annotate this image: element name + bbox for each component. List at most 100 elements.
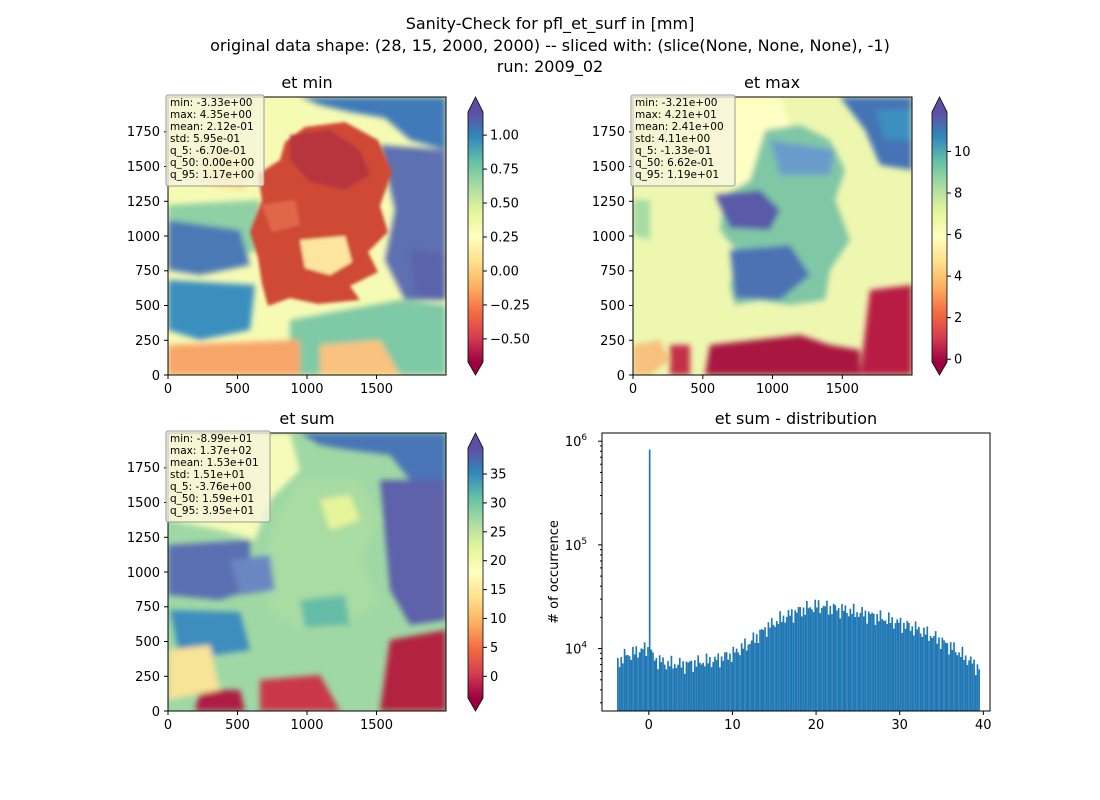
- colorbar-extend-min: [932, 362, 947, 375]
- histogram-bar: [775, 621, 778, 711]
- colorbar-tick-label: 0: [490, 670, 498, 685]
- stat-min: min: -8.99e+01: [170, 433, 252, 445]
- histogram-bar: [680, 667, 683, 711]
- histogram-bar: [730, 661, 733, 711]
- histogram-bar: [642, 649, 644, 711]
- y-tick-label: 105: [565, 537, 587, 554]
- histogram-bar: [864, 610, 867, 711]
- histogram-bar: [717, 653, 720, 711]
- histogram-bar: [923, 627, 925, 711]
- y-tick-label: 104: [565, 641, 588, 658]
- histogram-bar: [831, 614, 833, 711]
- histogram-bar: [633, 654, 636, 711]
- histogram-bar: [618, 667, 621, 711]
- histogram-bar: [627, 654, 629, 711]
- histogram-bar: [757, 643, 760, 711]
- y-tick-label: 0: [617, 369, 625, 384]
- y-tick-label: 750: [135, 264, 160, 279]
- x-tick-label: 1000: [756, 382, 789, 397]
- stat-q50: q_50: 0.00e+00: [170, 157, 254, 169]
- y-tick-label: 1250: [127, 195, 160, 210]
- histogram-bar: [769, 627, 771, 711]
- histogram-bar: [849, 608, 852, 711]
- histogram-bar: [688, 661, 691, 711]
- histogram-bar: [755, 634, 758, 711]
- histogram-bar: [759, 629, 761, 711]
- x-tick-label: 1000: [290, 382, 323, 397]
- histogram-bar: [931, 637, 934, 711]
- y-tick-label: 1000: [127, 230, 160, 245]
- y-tick-label: 1250: [592, 195, 625, 210]
- histogram-bar: [801, 616, 803, 711]
- histogram-bar: [877, 621, 880, 711]
- histogram-bar: [735, 648, 738, 711]
- histogram-bar: [704, 666, 706, 711]
- histogram-bar: [660, 662, 663, 711]
- histogram-bar: [719, 667, 721, 711]
- x-tick-label: 1500: [826, 382, 859, 397]
- colorbar-extend-max: [468, 433, 483, 448]
- y-tick-label: 1250: [127, 531, 160, 546]
- y-tick-label: 1000: [592, 230, 625, 245]
- stat-std: std: 5.95e-01: [170, 133, 240, 145]
- map-et-max: et max 0 500 1000 1500: [592, 73, 971, 397]
- histogram-bar: [918, 626, 920, 711]
- map-image: [633, 97, 912, 375]
- histogram: et sum - distribution 0 10 20 30 40 10410510…: [547, 409, 992, 733]
- histogram-bar: [943, 640, 945, 711]
- histogram-bar: [782, 615, 785, 711]
- histogram-bar: [946, 643, 949, 711]
- histogram-bar: [724, 652, 726, 711]
- histogram-bar: [740, 643, 743, 711]
- histogram-title: et sum - distribution: [715, 409, 877, 428]
- colorbar-tick-label: 2: [954, 311, 962, 326]
- histogram-bar: [767, 622, 770, 711]
- histogram-bar: [630, 659, 633, 711]
- histogram-bar: [662, 657, 664, 711]
- stat-mean: mean: 2.12e-01: [170, 121, 254, 133]
- map-et-min: et min 0: [127, 73, 530, 397]
- histogram-bar: [846, 612, 848, 711]
- stat-max: max: 1.37e+02: [170, 445, 252, 457]
- histogram-bar: [919, 633, 922, 711]
- colorbar-extend-min: [468, 362, 483, 375]
- histogram-bar: [675, 668, 678, 711]
- x-ticks: 0 500 1000 1500: [164, 375, 393, 397]
- histogram-bar: [933, 635, 935, 711]
- stat-mean: mean: 2.41e+00: [635, 121, 724, 133]
- stat-std: std: 4.11e+00: [635, 133, 710, 145]
- histogram-bar: [906, 620, 909, 711]
- histogram-bar: [819, 613, 822, 711]
- histogram-bar: [938, 637, 940, 711]
- histogram-bar: [796, 612, 798, 711]
- colorbar-extend-min: [468, 698, 483, 711]
- histogram-bar: [794, 610, 796, 711]
- histogram-bar: [685, 661, 688, 711]
- histogram-bar: [834, 605, 837, 711]
- histogram-bar: [678, 657, 681, 711]
- histogram-bar: [851, 613, 853, 711]
- histogram-bar: [714, 656, 716, 711]
- stats-box: min: -3.33e+00 max: 4.35e+00 mean: 2.12e…: [165, 94, 265, 187]
- y-tick-label: 1500: [127, 496, 160, 511]
- y-tick-label: 106: [565, 433, 588, 450]
- histogram-bar: [620, 656, 623, 711]
- histogram-bar: [939, 648, 942, 711]
- stat-std: std: 1.51e+01: [170, 469, 245, 481]
- histogram-bar: [790, 609, 793, 711]
- histogram-bar: [707, 663, 710, 711]
- histogram-bar: [876, 613, 878, 711]
- y-tick-label: 250: [600, 334, 625, 349]
- histogram-bar: [914, 621, 917, 711]
- histogram-bar: [637, 657, 639, 711]
- y-tick-label: 750: [600, 264, 625, 279]
- histogram-bar: [936, 643, 939, 711]
- histogram-bar: [715, 659, 718, 711]
- histogram-bar: [652, 652, 654, 711]
- colorbar-tick-label: 20: [490, 554, 507, 569]
- histogram-bar: [710, 667, 713, 711]
- histogram-bar: [953, 642, 955, 711]
- histogram-bar: [732, 646, 735, 711]
- histogram-bar: [725, 652, 728, 711]
- histogram-bar: [712, 661, 715, 711]
